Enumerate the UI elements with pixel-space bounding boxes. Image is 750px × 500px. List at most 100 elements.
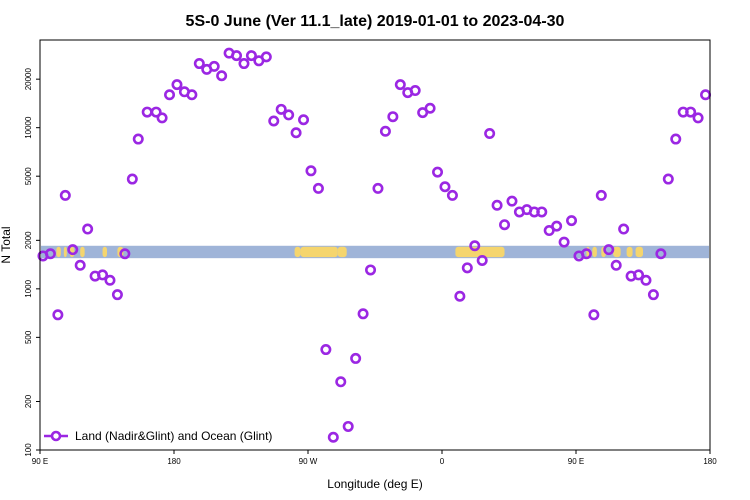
data-point bbox=[409, 85, 421, 97]
data-point bbox=[365, 264, 377, 276]
data-point bbox=[238, 58, 250, 70]
data-point bbox=[283, 109, 295, 121]
data-point bbox=[327, 431, 339, 443]
y-tick-label: 100 bbox=[24, 443, 33, 457]
data-point bbox=[595, 189, 607, 201]
data-point bbox=[499, 219, 511, 231]
data-point bbox=[633, 269, 645, 281]
data-point bbox=[551, 220, 563, 232]
legend: Land (Nadir&Glint) and Ocean (Glint) bbox=[44, 429, 272, 443]
land-segment bbox=[56, 246, 61, 258]
legend-label: Land (Nadir&Glint) and Ocean (Glint) bbox=[75, 429, 272, 443]
data-point bbox=[580, 248, 592, 260]
data-point bbox=[610, 259, 622, 271]
x-tick-label: 180 bbox=[167, 457, 181, 466]
data-point bbox=[558, 236, 570, 248]
data-point bbox=[484, 128, 496, 140]
land-segment bbox=[337, 246, 347, 258]
y-tick-label: 2000 bbox=[24, 231, 33, 249]
x-tick-label: 0 bbox=[440, 457, 445, 466]
data-point bbox=[59, 189, 71, 201]
y-tick-label: 10000 bbox=[24, 116, 33, 139]
data-point bbox=[647, 289, 659, 301]
data-point bbox=[432, 166, 444, 178]
data-point bbox=[67, 244, 79, 256]
data-point bbox=[171, 79, 183, 91]
chart-title: 5S-0 June (Ver 11.1_late) 2019-01-01 to … bbox=[186, 13, 565, 30]
land-segment bbox=[626, 246, 633, 258]
x-tick-label: 90 E bbox=[32, 457, 48, 466]
data-point bbox=[126, 173, 138, 185]
data-point bbox=[164, 89, 176, 101]
data-point bbox=[379, 125, 391, 137]
plot-frame bbox=[39, 39, 711, 451]
x-tick-label: 180 bbox=[703, 457, 717, 466]
data-point bbox=[469, 240, 481, 252]
data-point bbox=[320, 344, 332, 356]
land-segment bbox=[592, 246, 597, 258]
data-point bbox=[692, 112, 704, 124]
data-point bbox=[454, 290, 466, 302]
data-point bbox=[74, 259, 86, 271]
data-point bbox=[342, 420, 354, 432]
data-point bbox=[111, 289, 123, 301]
data-point bbox=[446, 189, 458, 201]
x-tick-label: 90 W bbox=[299, 457, 318, 466]
data-point bbox=[439, 181, 451, 193]
legend-marker bbox=[50, 430, 62, 442]
land-segment bbox=[63, 246, 67, 258]
data-point bbox=[231, 50, 243, 62]
land-segment bbox=[102, 246, 107, 258]
y-tick-label: 5000 bbox=[24, 167, 33, 185]
x-tick-label: 90 E bbox=[568, 457, 584, 466]
data-point bbox=[260, 51, 272, 63]
data-point bbox=[536, 206, 548, 218]
plot-background bbox=[40, 40, 710, 450]
land-segment bbox=[455, 246, 505, 258]
data-point bbox=[618, 223, 630, 235]
y-axis: 100 200 500 1000 2000 5000 10000 20000 bbox=[24, 67, 40, 457]
land-segment bbox=[613, 246, 621, 258]
data-point bbox=[268, 115, 280, 127]
data-point bbox=[208, 60, 220, 72]
data-point bbox=[387, 111, 399, 123]
data-point bbox=[357, 308, 369, 320]
plot-area bbox=[37, 39, 712, 451]
y-axis-label: N Total bbox=[0, 226, 13, 263]
land-segment bbox=[80, 246, 85, 258]
x-axis-label: Longitude (deg E) bbox=[327, 477, 422, 491]
y-tick-label: 200 bbox=[24, 394, 33, 408]
data-point bbox=[662, 173, 674, 185]
land-segment bbox=[635, 246, 643, 258]
x-axis: 90 E 180 90 W 0 90 E 180 bbox=[32, 450, 717, 466]
data-point bbox=[588, 309, 600, 321]
data-point bbox=[216, 70, 228, 82]
data-point bbox=[119, 248, 131, 260]
data-point bbox=[132, 133, 144, 145]
data-point bbox=[52, 309, 64, 321]
y-tick-label: 20000 bbox=[24, 67, 33, 90]
data-point bbox=[193, 58, 205, 70]
data-point bbox=[82, 223, 94, 235]
data-point bbox=[150, 106, 162, 118]
data-point bbox=[350, 352, 362, 364]
data-point bbox=[156, 112, 168, 124]
data-point bbox=[104, 274, 116, 286]
data-point bbox=[640, 274, 652, 286]
data-point bbox=[461, 262, 473, 274]
data-point bbox=[372, 182, 384, 194]
data-point bbox=[312, 182, 324, 194]
data-point bbox=[335, 376, 347, 388]
data-point bbox=[491, 199, 503, 211]
data-point bbox=[655, 248, 667, 260]
data-point bbox=[670, 133, 682, 145]
data-point bbox=[305, 165, 317, 177]
data-point bbox=[275, 103, 287, 115]
data-point bbox=[603, 244, 615, 256]
land-segment bbox=[300, 246, 338, 258]
y-tick-label: 500 bbox=[24, 330, 33, 344]
data-point bbox=[298, 114, 310, 126]
data-point bbox=[424, 102, 436, 114]
data-point bbox=[44, 248, 56, 260]
